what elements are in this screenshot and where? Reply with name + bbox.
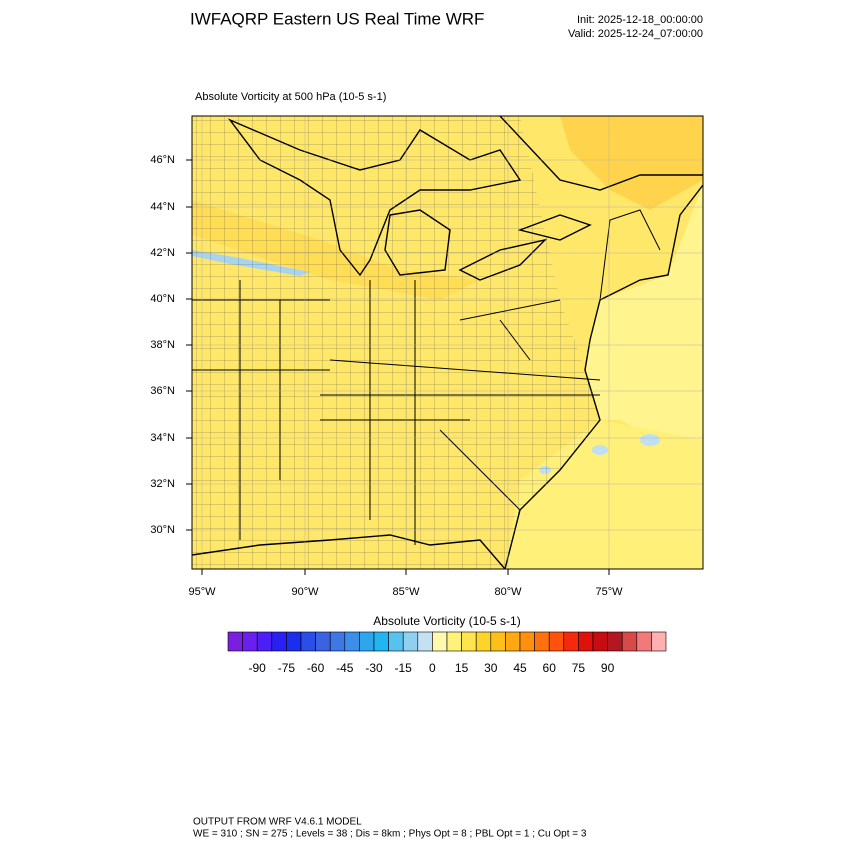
color-box xyxy=(373,631,389,652)
color-box xyxy=(592,631,608,652)
color-box xyxy=(256,631,273,652)
color-box xyxy=(344,631,360,652)
color-box xyxy=(300,631,316,652)
colorbar-title: Absolute Vorticity (10-5 s-1) xyxy=(373,614,520,628)
footer-line: WE = 310 ; SN = 275 ; Levels = 38 ; Dis … xyxy=(193,829,587,840)
color-box xyxy=(505,631,521,652)
lat-label: 42°N xyxy=(150,247,175,259)
lon-label: 85°W xyxy=(392,586,420,598)
map xyxy=(192,116,703,569)
color-box xyxy=(548,631,565,652)
lat-label: 36°N xyxy=(150,385,175,397)
color-box xyxy=(359,631,375,652)
colorbar-tick: 30 xyxy=(484,661,498,675)
lat-label: 30°N xyxy=(150,524,175,536)
color-box xyxy=(578,631,594,652)
lon-label: 80°W xyxy=(494,586,522,598)
colorbar-tick: 15 xyxy=(455,661,469,675)
valid-time: Valid: 2025-12-24_07:00:00 xyxy=(568,28,703,40)
lat-label: 44°N xyxy=(150,201,175,213)
color-box xyxy=(271,631,287,652)
color-box xyxy=(227,631,243,652)
colorbar-tick: -60 xyxy=(307,661,325,675)
color-box xyxy=(432,631,448,652)
color-box xyxy=(242,631,258,652)
colorbar: -90 -75 -60 -45 -30 -15 0 15 30 45 60 75 90 xyxy=(227,631,667,675)
color-box xyxy=(315,631,331,652)
colorbar-tick: 60 xyxy=(543,661,557,675)
lat-label: 34°N xyxy=(150,432,175,444)
color-box xyxy=(636,631,652,652)
color-box xyxy=(534,631,550,652)
lon-label: 95°W xyxy=(188,586,216,598)
colorbar-tick: -15 xyxy=(395,661,413,675)
color-box xyxy=(519,631,535,652)
lon-label: 90°W xyxy=(291,586,319,598)
color-box xyxy=(461,631,477,652)
color-box xyxy=(490,631,506,652)
color-box xyxy=(286,631,302,652)
lon-label: 75°W xyxy=(595,586,623,598)
lat-label: 32°N xyxy=(150,478,175,490)
lon-labels: 95°W 90°W 85°W 80°W 75°W xyxy=(188,569,623,598)
color-box xyxy=(329,631,346,652)
color-box xyxy=(388,631,404,652)
colorbar-tick: -90 xyxy=(249,661,267,675)
colorbar-tick: 75 xyxy=(572,661,586,675)
color-box xyxy=(475,631,492,652)
color-box xyxy=(402,631,419,652)
map-frame xyxy=(191,115,704,570)
footer-line: OUTPUT FROM WRF V4.6.1 MODEL xyxy=(193,817,362,828)
colorbar-tick: 45 xyxy=(513,661,527,675)
colorbar-tick: -30 xyxy=(365,661,383,675)
lat-label: 46°N xyxy=(150,154,175,166)
color-box xyxy=(651,631,667,652)
lat-label: 38°N xyxy=(150,339,175,351)
colorbar-tick: -75 xyxy=(278,661,296,675)
map-subtitle: Absolute Vorticity at 500 hPa (10-5 s-1) xyxy=(195,91,386,103)
colorbar-tick: 0 xyxy=(429,661,436,675)
color-box xyxy=(446,631,462,652)
lat-labels: 46°N 44°N 42°N 40°N 38°N 36°N 34°N 32°N 30°N xyxy=(150,154,192,536)
color-box xyxy=(607,631,623,652)
colorbar-tick: 90 xyxy=(601,661,615,675)
init-time: Init: 2025-12-18_00:00:00 xyxy=(577,14,703,26)
colorbar-tick: -45 xyxy=(336,661,354,675)
color-box xyxy=(563,631,579,652)
lat-label: 40°N xyxy=(150,293,175,305)
color-box xyxy=(621,631,638,652)
title: IWFAQRP Eastern US Real Time WRF xyxy=(190,9,484,28)
color-box xyxy=(417,631,433,652)
